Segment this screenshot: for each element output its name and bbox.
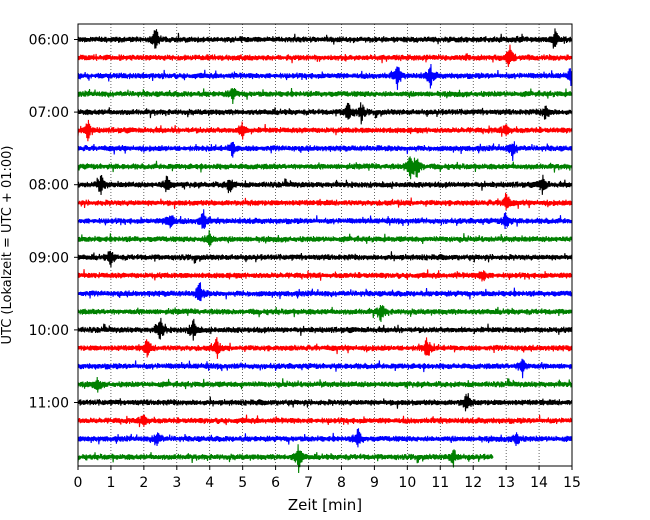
plot-frame [77,23,573,467]
x-tick-label: 8 [337,475,346,491]
trace-1115 [77,414,573,428]
x-axis-ticks: 0 1 2 3 4 5 6 7 8 9 10 11 12 13 14 15 [74,466,581,491]
y-tick-label: 11:00 [29,396,69,412]
trace-1045 [77,376,573,393]
trace-0730 [77,141,573,161]
trace-1030 [77,358,573,379]
x-tick-label: 6 [271,475,280,491]
x-tick-label: 12 [464,475,482,491]
x-tick-label: 11 [431,475,449,491]
x-tick-label: 14 [530,475,548,491]
y-tick-label: 06:00 [29,33,69,49]
y-axis-title: UTC (Lokalzeit = UTC + 01:00) [0,146,15,345]
trace-1100 [77,393,573,412]
trace-1015 [77,337,573,359]
x-tick-label: 4 [205,475,214,491]
y-tick-label: 09:00 [29,250,69,266]
trace-0630 [77,64,573,90]
trace-0600 [77,28,573,49]
x-tick-label: 3 [172,475,181,491]
y-tick-label: 08:00 [29,178,69,194]
x-tick-label: 10 [398,475,416,491]
trace-0800 [77,174,573,195]
trace-0830 [77,209,573,230]
x-tick-label: 0 [74,475,83,491]
x-tick-label: 2 [139,475,148,491]
trace-0615 [77,44,573,67]
trace-0745 [77,156,573,180]
trace-0700 [77,102,573,125]
trace-0945 [77,304,573,322]
seismogram-traces [77,28,573,474]
x-tick-label: 13 [497,475,515,491]
trace-0930 [77,282,573,302]
y-tick-label: 07:00 [29,105,69,121]
trace-0815 [77,192,573,211]
x-tick-label: 1 [106,475,115,491]
x-tick-label: 9 [370,475,379,491]
trace-0845 [77,230,573,247]
x-tick-label: 7 [304,475,313,491]
x-tick-label: 15 [563,475,581,491]
trace-0645 [77,87,573,104]
trace-0900 [77,250,573,268]
trace-1145 [77,444,494,474]
trace-1000 [77,317,573,341]
trace-1130 [77,428,573,448]
x-tick-label: 5 [238,475,247,491]
y-axis-ticks: 06:00 07:00 08:00 09:00 10:00 11:00 [29,33,78,412]
trace-0915 [77,269,573,282]
y-tick-label: 10:00 [29,323,69,339]
trace-0715 [77,119,573,142]
x-axis-title: Zeit [min] [288,496,362,514]
